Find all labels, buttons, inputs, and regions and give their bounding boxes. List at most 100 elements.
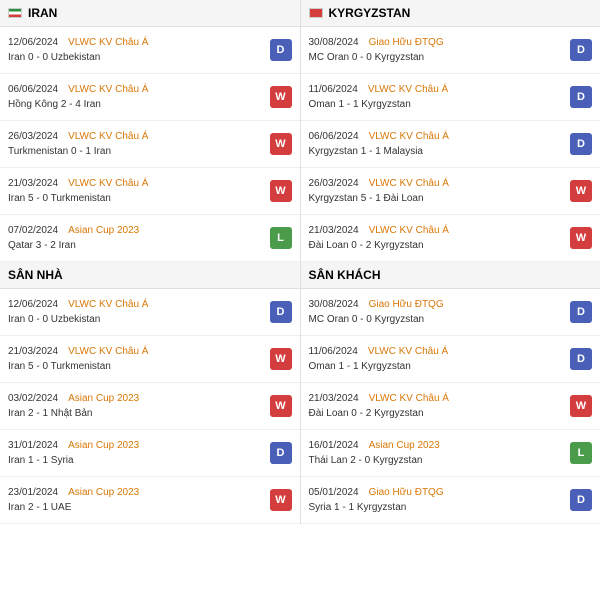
match-score: Oman 1 - 1 Kyrgyzstan bbox=[309, 361, 567, 372]
match-row[interactable]: 11/06/2024VLWC KV Châu ÁOman 1 - 1 Kyrgy… bbox=[301, 74, 600, 121]
result-badge-l: L bbox=[570, 442, 592, 464]
match-info: 12/06/2024VLWC KV Châu Á Iran 0 - 0 Uzbek… bbox=[8, 299, 266, 325]
match-competition: Asian Cup 2023 bbox=[68, 393, 139, 404]
match-score: Iran 5 - 0 Turkmenistan bbox=[8, 361, 266, 372]
section-title: KYRGYZSTAN bbox=[329, 6, 411, 20]
match-info: 21/03/2024 VLWC KV Châu Á Iran 5 - 0 Turkm… bbox=[8, 346, 266, 372]
match-score: Đài Loan 0 - 2 Kyrgyzstan bbox=[309, 240, 567, 251]
match-row[interactable]: 26/03/2024 VLWC KV Châu Á Turkmenistan 0 -… bbox=[0, 121, 300, 168]
result-badge-d: D bbox=[270, 39, 292, 61]
match-competition: Asian Cup 2023 bbox=[68, 440, 139, 451]
match-row[interactable]: 21/03/2024VLWC KV Châu ÁĐài Loan 0 - 2 K… bbox=[301, 215, 600, 262]
match-score: Iran 1 - 1 Syria bbox=[8, 455, 266, 466]
match-competition: VLWC KV Châu Á bbox=[368, 84, 448, 95]
match-date: 21/03/2024 bbox=[8, 346, 58, 357]
match-date: 06/06/2024 bbox=[8, 84, 58, 95]
match-row[interactable]: 06/06/2024VLWC KV Châu ÁHồng Kông 2 - 4 … bbox=[0, 74, 300, 121]
match-score: MC Oran 0 - 0 Kyrgyzstan bbox=[309, 52, 567, 63]
match-info: 26/03/2024VLWC KV Châu ÁKyrgyzstan 5 - 1… bbox=[309, 178, 567, 204]
section-header: IRAN bbox=[0, 0, 300, 27]
section-header: SÂN KHÁCH bbox=[301, 262, 600, 289]
section-header: SÂN NHÀ bbox=[0, 262, 300, 289]
match-date: 11/06/2024 bbox=[309, 84, 358, 95]
match-date: 05/01/2024 bbox=[309, 487, 359, 498]
match-score: Hồng Kông 2 - 4 Iran bbox=[8, 99, 266, 110]
match-competition: Giao Hữu ĐTQG bbox=[369, 299, 444, 310]
match-date: 16/01/2024 bbox=[309, 440, 359, 451]
match-row[interactable]: 30/08/2024Giao Hữu ĐTQGMC Oran 0 - 0 Kyr… bbox=[301, 27, 600, 74]
match-date: 21/03/2024 bbox=[309, 225, 359, 236]
match-date: 26/03/2024 bbox=[8, 131, 58, 142]
match-date: 06/06/2024 bbox=[309, 131, 359, 142]
match-score: Đài Loan 0 - 2 Kyrgyzstan bbox=[309, 408, 567, 419]
match-row[interactable]: 26/03/2024VLWC KV Châu ÁKyrgyzstan 5 - 1… bbox=[301, 168, 600, 215]
section-title: SÂN KHÁCH bbox=[309, 268, 381, 282]
match-info: 21/03/2024VLWC KV Châu ÁIran 5 - 0 Turkm… bbox=[8, 178, 266, 204]
match-info: 06/06/2024VLWC KV Châu ÁHồng Kông 2 - 4 … bbox=[8, 84, 266, 110]
result-badge-w: W bbox=[270, 133, 292, 155]
result-badge-d: D bbox=[270, 442, 292, 464]
match-info: 21/03/2024VLWC KV Châu ÁĐài Loan 0 - 2 K… bbox=[309, 393, 567, 419]
match-date: 21/03/2024 bbox=[8, 178, 58, 189]
match-row[interactable]: 12/06/2024VLWC KV Châu Á Iran 0 - 0 Uzbek… bbox=[0, 289, 300, 336]
match-row[interactable]: 16/01/2024 Asian Cup 2023 Thái Lan 2 - 0 K… bbox=[301, 430, 600, 477]
match-info: 05/01/2024 Giao Hữu ĐTQG Syria 1 - 1 Kyrgy… bbox=[309, 487, 567, 513]
result-badge-w: W bbox=[570, 227, 592, 249]
match-score: Kyrgyzstan 1 - 1 Malaysia bbox=[309, 146, 567, 157]
match-info: 11/06/2024VLWC KV Châu Á Oman 1 - 1 Kyrgy… bbox=[309, 346, 567, 372]
match-row[interactable]: 21/03/2024VLWC KV Châu ÁĐài Loan 0 - 2 K… bbox=[301, 383, 600, 430]
match-competition: VLWC KV Châu Á bbox=[68, 131, 148, 142]
match-date: 23/01/2024 bbox=[8, 487, 58, 498]
match-top-row: 11/06/2024VLWC KV Châu Á bbox=[309, 346, 567, 357]
match-row[interactable]: 31/01/2024 Asian Cup 2023 Iran 1 - 1 Syria… bbox=[0, 430, 300, 477]
match-score: Turkmenistan 0 - 1 Iran bbox=[8, 146, 266, 157]
match-row[interactable]: 11/06/2024VLWC KV Châu Á Oman 1 - 1 Kyrgy… bbox=[301, 336, 600, 383]
match-score: Iran 0 - 0 Uzbekistan bbox=[8, 314, 266, 325]
result-badge-d: D bbox=[570, 301, 592, 323]
match-score: Iran 0 - 0 Uzbekistan bbox=[8, 52, 266, 63]
match-top-row: 30/08/2024Giao Hữu ĐTQG bbox=[309, 299, 567, 310]
match-row[interactable]: 12/06/2024VLWC KV Châu ÁIran 0 - 0 Uzbek… bbox=[0, 27, 300, 74]
match-date: 21/03/2024 bbox=[309, 393, 359, 404]
match-info: 03/02/2024Asian Cup 2023Iran 2 - 1 Nhật … bbox=[8, 393, 266, 419]
match-row[interactable]: 07/02/2024Asian Cup 2023Qatar 3 - 2 Iran… bbox=[0, 215, 300, 262]
match-date: 07/02/2024 bbox=[8, 225, 58, 236]
match-competition: VLWC KV Châu Á bbox=[368, 346, 448, 357]
match-row[interactable]: 21/03/2024 VLWC KV Châu Á Iran 5 - 0 Turkm… bbox=[0, 336, 300, 383]
match-row[interactable]: 06/06/2024VLWC KV Châu Á Kyrgyzstan 1 - 1… bbox=[301, 121, 600, 168]
match-competition: Giao Hữu ĐTQG bbox=[369, 487, 444, 498]
match-row[interactable]: 03/02/2024Asian Cup 2023Iran 2 - 1 Nhật … bbox=[0, 383, 300, 430]
result-badge-d: D bbox=[570, 133, 592, 155]
match-score: Thái Lan 2 - 0 Kyrgyzstan bbox=[309, 455, 567, 466]
match-row[interactable]: 23/01/2024Asian Cup 2023Iran 2 - 1 UAEW bbox=[0, 477, 300, 524]
match-competition: Asian Cup 2023 bbox=[369, 440, 440, 451]
match-info: 16/01/2024 Asian Cup 2023 Thái Lan 2 - 0 K… bbox=[309, 440, 567, 466]
match-top-row: 07/02/2024Asian Cup 2023 bbox=[8, 225, 266, 236]
result-badge-w: W bbox=[270, 489, 292, 511]
match-score: Syria 1 - 1 Kyrgyzstan bbox=[309, 502, 567, 513]
match-top-row: 06/06/2024VLWC KV Châu Á bbox=[309, 131, 567, 142]
result-badge-w: W bbox=[570, 180, 592, 202]
match-info: 06/06/2024VLWC KV Châu Á Kyrgyzstan 1 - 1… bbox=[309, 131, 567, 157]
match-score: Iran 2 - 1 Nhật Bản bbox=[8, 408, 266, 419]
match-top-row: 21/03/2024 VLWC KV Châu Á bbox=[8, 346, 266, 357]
match-info: 30/08/2024Giao Hữu ĐTQG MC Oran 0 - 0 Kyr… bbox=[309, 299, 567, 325]
result-badge-w: W bbox=[570, 395, 592, 417]
match-info: 31/01/2024 Asian Cup 2023 Iran 1 - 1 Syria bbox=[8, 440, 266, 466]
match-row[interactable]: 21/03/2024VLWC KV Châu ÁIran 5 - 0 Turkm… bbox=[0, 168, 300, 215]
match-row[interactable]: 05/01/2024 Giao Hữu ĐTQG Syria 1 - 1 Kyrgy… bbox=[301, 477, 600, 524]
match-date: 12/06/2024 bbox=[8, 37, 58, 48]
match-competition: VLWC KV Châu Á bbox=[68, 299, 148, 310]
match-competition: VLWC KV Châu Á bbox=[68, 178, 148, 189]
match-top-row: 26/03/2024VLWC KV Châu Á bbox=[309, 178, 567, 189]
match-score: MC Oran 0 - 0 Kyrgyzstan bbox=[309, 314, 567, 325]
match-date: 31/01/2024 bbox=[8, 440, 58, 451]
match-top-row: 12/06/2024VLWC KV Châu Á bbox=[8, 299, 266, 310]
result-badge-w: W bbox=[270, 180, 292, 202]
section-title: IRAN bbox=[28, 6, 57, 20]
match-row[interactable]: 30/08/2024Giao Hữu ĐTQG MC Oran 0 - 0 Kyr… bbox=[301, 289, 600, 336]
match-competition: VLWC KV Châu Á bbox=[68, 346, 148, 357]
match-top-row: 23/01/2024Asian Cup 2023 bbox=[8, 487, 266, 498]
match-top-row: 05/01/2024 Giao Hữu ĐTQG bbox=[309, 487, 567, 498]
result-badge-w: W bbox=[270, 86, 292, 108]
